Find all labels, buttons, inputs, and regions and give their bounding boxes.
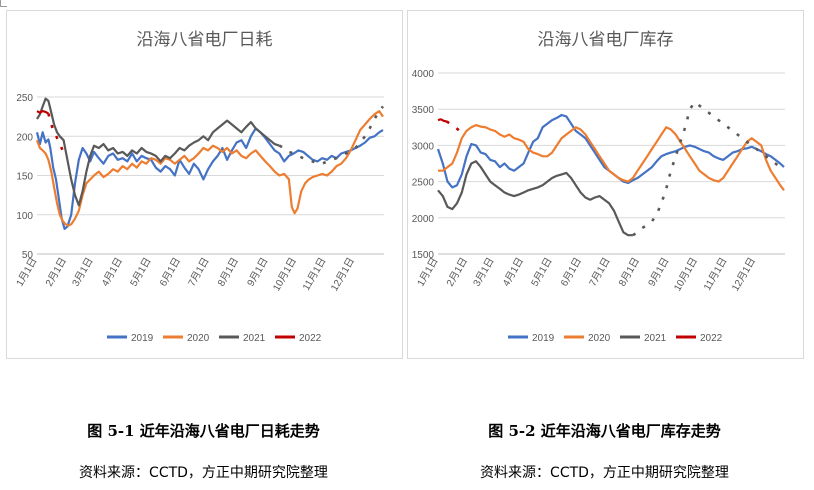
x-tick-label: 8月1日 (616, 256, 642, 289)
x-tick-label: 6月1日 (558, 256, 584, 289)
y-tick-label: 2500 (412, 178, 435, 189)
x-tick-label: 10月1日 (671, 256, 700, 294)
corner-mark (0, 0, 7, 7)
x-tick-label: 8月1日 (215, 256, 241, 289)
x-tick-label: 12月1日 (328, 256, 357, 294)
x-tick-label: 5月1日 (529, 256, 555, 289)
x-tick-label: 7月1日 (186, 256, 212, 289)
x-tick-label: 2月1日 (43, 256, 69, 289)
x-tick-label: 11月1日 (701, 256, 729, 293)
y-tick-label: 250 (16, 93, 33, 104)
figure-caption-5-2: 图 5-2 近年沿海八省电厂库存走势 (488, 422, 721, 440)
y-tick-label: 50 (22, 250, 34, 261)
chart-panel-inventory: 沿海八省电厂库存 1500 2000 2500 3000 3500 4000 1月1日 2月1… (407, 10, 804, 359)
y-tick-label: 2000 (412, 214, 435, 225)
series-line-2020 (438, 123, 785, 191)
legend-label: 2019 (532, 333, 555, 344)
x-tick-label: 9月1日 (245, 256, 271, 289)
legend-label: 2020 (187, 333, 210, 344)
chart-title: 沿海八省电厂库存 (537, 30, 674, 50)
series-line-2022 (437, 118, 447, 123)
series-line-2022 (36, 109, 49, 115)
chart-title: 沿海八省电厂日耗 (136, 30, 273, 50)
y-tick-label: 150 (16, 172, 33, 183)
source-note-right: 资料来源：CCTD，方正中期研究院整理 (480, 465, 729, 481)
legend-label: 2022 (700, 333, 723, 344)
chart-svg-daily-consumption: 50 100 150 200 250 1月1日 2月1日 3月1日 4月1日 5月1日 6月1日 7月… (14, 93, 385, 344)
series-line-2021 (437, 160, 633, 237)
legend-label: 2019 (131, 333, 154, 344)
series-line-2021 (36, 97, 280, 207)
series-line-2022-forecast (445, 120, 467, 136)
x-tick-label: 10月1日 (270, 256, 299, 294)
x-tick-label: 7月1日 (587, 256, 613, 289)
legend-label: 2021 (243, 333, 266, 344)
source-note-left: 资料来源：CCTD，方正中期研究院整理 (79, 465, 328, 481)
figure-caption-5-1: 图 5-1 近年沿海八省电厂日耗走势 (87, 422, 320, 440)
x-tick-label: 11月1日 (300, 256, 328, 293)
x-tick-label: 6月1日 (157, 256, 183, 289)
chart-panel-daily-consumption: 沿海八省电厂日耗 50 100 150 200 250 1月1日 2月1日 3月1日 4月1日 5… (6, 10, 403, 359)
legend-label: 2022 (299, 333, 322, 344)
y-tick-label: 100 (16, 211, 33, 222)
x-tick-label: 9月1日 (646, 256, 672, 289)
x-tick-label: 12月1日 (729, 256, 758, 294)
x-tick-label: 3月1日 (70, 256, 96, 289)
series-line-2019 (436, 113, 785, 189)
series-line-2019 (35, 127, 384, 230)
y-tick-label: 1500 (412, 250, 435, 261)
series-line-2021-forecast (632, 100, 785, 237)
x-tick-label: 4月1日 (99, 256, 125, 289)
x-tick-label: 5月1日 (128, 256, 154, 289)
x-tick-label: 1月1日 (14, 256, 40, 289)
x-tick-label: 3月1日 (471, 256, 497, 289)
x-tick-label: 2月1日 (444, 256, 470, 289)
x-tick-label: 4月1日 (500, 256, 526, 289)
y-tick-label: 200 (16, 132, 33, 143)
series-line-2020 (35, 109, 384, 227)
legend-label: 2020 (588, 333, 611, 344)
y-tick-label: 3000 (412, 141, 435, 152)
y-tick-label: 4000 (412, 69, 435, 80)
legend-label: 2021 (644, 333, 667, 344)
y-tick-label: 3500 (412, 105, 435, 116)
